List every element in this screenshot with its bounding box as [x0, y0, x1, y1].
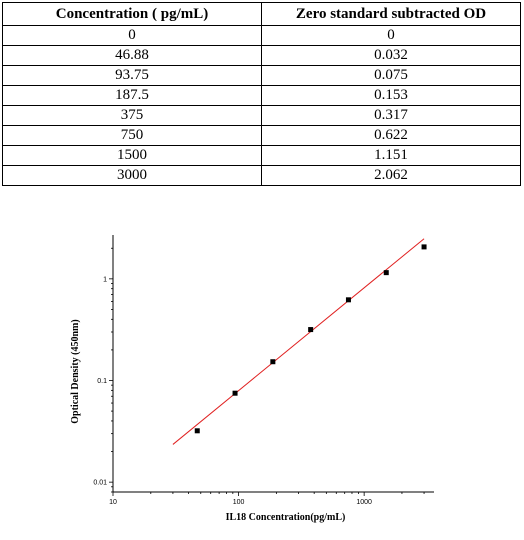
cell-concentration: 750: [2, 125, 262, 146]
data-point: [383, 270, 389, 276]
x-axis-label: IL18 Concentration(pg/mL): [226, 512, 346, 523]
cell-od: 0.032: [261, 45, 521, 66]
data-points: [194, 244, 427, 434]
cell-concentration: 46.88: [2, 45, 262, 66]
data-point: [421, 244, 427, 250]
cell-od: 0.622: [261, 125, 521, 146]
x-tick-label: 10: [109, 499, 117, 506]
cell-od: 2.062: [261, 165, 521, 186]
cell-od: 1.151: [261, 145, 521, 166]
y-tick-label: 1: [103, 276, 107, 283]
standard-curve-table: Concentration ( pg/mL) Zero standard sub…: [2, 2, 521, 186]
table-row: 375 0.317: [2, 105, 521, 126]
cell-concentration: 3000: [2, 165, 262, 186]
cell-od: 0.317: [261, 105, 521, 126]
cell-concentration: 1500: [2, 145, 262, 166]
cell-concentration: 93.75: [2, 65, 262, 86]
standard-curve-chart: 10 100 1000 0.01 0.1 1 IL18 Concentration(pg/…: [70, 235, 434, 523]
cell-od: 0.075: [261, 65, 521, 86]
cell-concentration: 187.5: [2, 85, 262, 106]
table-row: 750 0.622: [2, 125, 521, 146]
header-concentration: Concentration ( pg/mL): [2, 2, 262, 26]
data-point: [345, 297, 351, 303]
cell-concentration: 0: [2, 25, 262, 46]
table-row: 46.88 0.032: [2, 45, 521, 66]
cell-od: 0: [261, 25, 521, 46]
table-row: 1500 1.151: [2, 145, 521, 166]
y-axis-label: Optical Density (450nm): [70, 319, 81, 423]
table-row: 187.5 0.153: [2, 85, 521, 106]
x-tick-label: 100: [233, 499, 245, 506]
y-tick-label: 0.1: [97, 378, 107, 385]
fit-line: [172, 238, 425, 445]
data-point: [270, 359, 276, 365]
data-point: [194, 428, 200, 434]
y-tick-label: 0.01: [93, 480, 107, 487]
table-row: 3000 2.062: [2, 165, 521, 186]
data-point: [308, 327, 314, 333]
table-header-row: Concentration ( pg/mL) Zero standard sub…: [2, 2, 521, 26]
cell-concentration: 375: [2, 105, 262, 126]
table-row: 93.75 0.075: [2, 65, 521, 86]
header-od: Zero standard subtracted OD: [261, 2, 521, 26]
x-tick-label: 1000: [356, 499, 372, 506]
fit-line-group: [172, 238, 425, 445]
chart-axes: 10 100 1000 0.01 0.1 1: [93, 235, 434, 506]
cell-od: 0.153: [261, 85, 521, 106]
data-point: [232, 390, 238, 396]
